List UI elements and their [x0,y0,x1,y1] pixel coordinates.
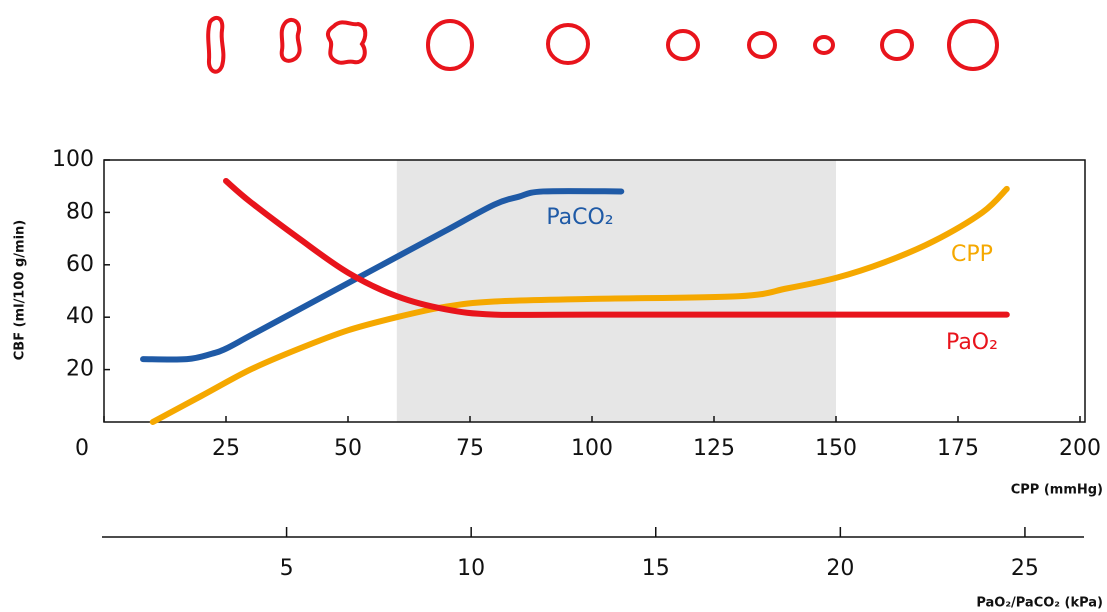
chart: CPP (mmHg) CBF (ml/100 g/min) PaO₂/PaCO₂… [0,0,1107,612]
vessel [749,33,775,57]
x-tick-label: 75 [456,436,484,461]
x-tick-label: 0 [75,436,89,461]
vessel [548,25,588,63]
x-tick-label: 100 [571,436,613,461]
vessel [328,22,365,62]
vessel-illustrations [208,18,997,72]
x-tick-label: 50 [334,436,362,461]
x-tick-label: 25 [212,436,240,461]
vessel [208,18,223,72]
y-tick-label: 100 [52,147,94,172]
y-tick-label: 40 [66,304,94,329]
x2-tick-label: 10 [457,556,485,581]
vessel [428,21,472,69]
y-tick-label: 20 [66,357,94,382]
vessel [668,31,698,59]
x-tick-label: 150 [815,436,857,461]
y-tick-label: 60 [66,252,94,277]
vessel [882,31,912,59]
series-label: PaCO₂ [546,205,613,230]
vessel [815,37,833,53]
y-tick-label: 80 [66,199,94,224]
series-label: PaO₂ [946,330,998,355]
x2-tick-label: 20 [826,556,854,581]
y-axis-title: CBF (ml/100 g/min) [13,220,28,360]
vessel [949,21,997,69]
x-axis-title: CPP (mmHg) [1011,483,1103,498]
x2-tick-label: 5 [280,556,294,581]
x-tick-label: 125 [693,436,735,461]
x-tick-label: 175 [937,436,979,461]
x2-tick-label: 15 [642,556,670,581]
x2-axis-title: PaO₂/PaCO₂ (kPa) [976,596,1103,611]
vessel [282,20,300,61]
x-tick-label: 200 [1059,436,1101,461]
x2-tick-label: 25 [1011,556,1039,581]
series-label: CPP [951,242,993,267]
